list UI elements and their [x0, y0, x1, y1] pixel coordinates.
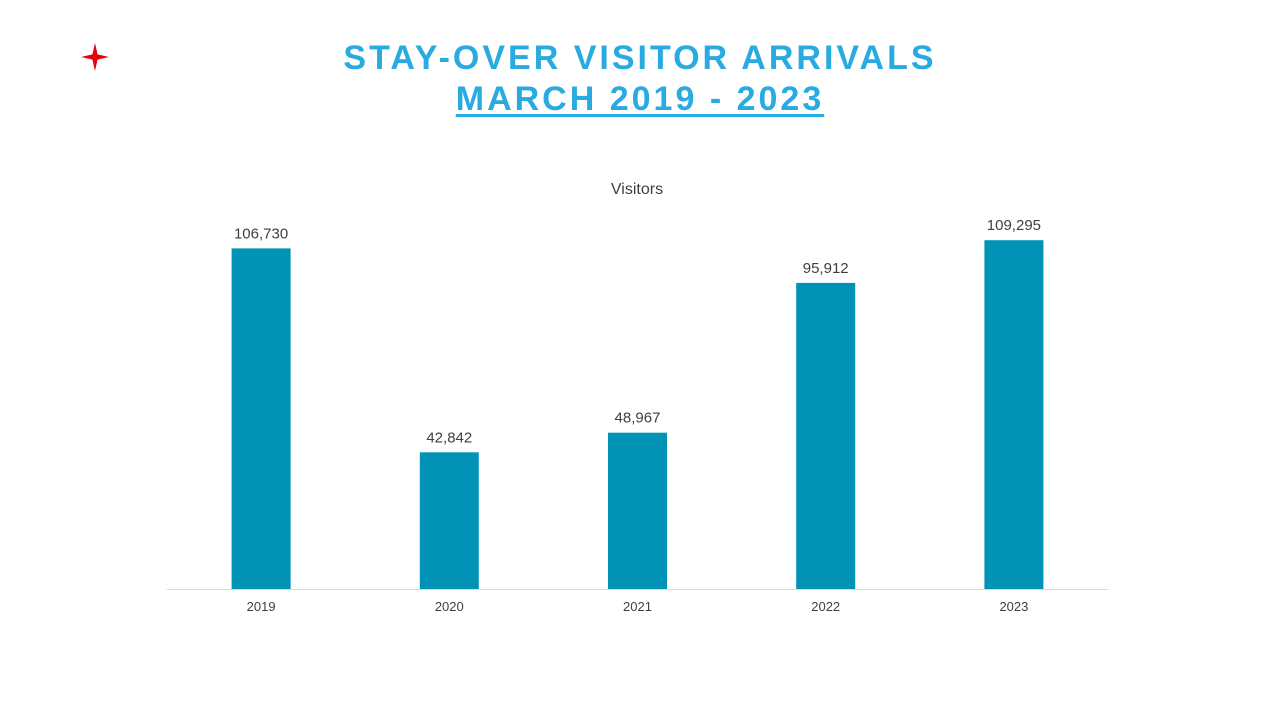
bar-2020: [419, 452, 479, 589]
x-tick-label-2019: 2019: [247, 599, 276, 614]
data-label-2020: 42,842: [426, 429, 472, 446]
x-tick-label-2022: 2022: [811, 599, 840, 614]
slide-title: STAY-OVER VISITOR ARRIVALS: [343, 39, 937, 77]
bar-2023: [984, 240, 1044, 589]
slide-title-block: STAY-OVER VISITOR ARRIVALS MARCH 2019 - …: [0, 38, 1280, 120]
bar-2022: [796, 282, 856, 589]
data-label-2021: 48,967: [615, 410, 661, 427]
labels-layer: 106,730 2019 42,842 2020 48,967 2021 95,912 202…: [234, 217, 1041, 614]
slide-subtitle: MARCH 2019 - 2023: [455, 80, 825, 118]
x-tick-label-2021: 2021: [623, 599, 652, 614]
data-label-2022: 95,912: [803, 260, 849, 277]
x-tick-label-2023: 2023: [999, 599, 1028, 614]
red-four-point-star-icon: [81, 43, 109, 71]
bar-2019: [231, 248, 291, 589]
data-label-2019: 106,730: [234, 225, 288, 242]
chart-title: Visitors: [611, 181, 663, 198]
bar-2021: [608, 432, 667, 589]
data-label-2023: 109,295: [987, 217, 1041, 234]
bars-layer: [231, 240, 1044, 589]
x-tick-label-2020: 2020: [435, 599, 464, 614]
